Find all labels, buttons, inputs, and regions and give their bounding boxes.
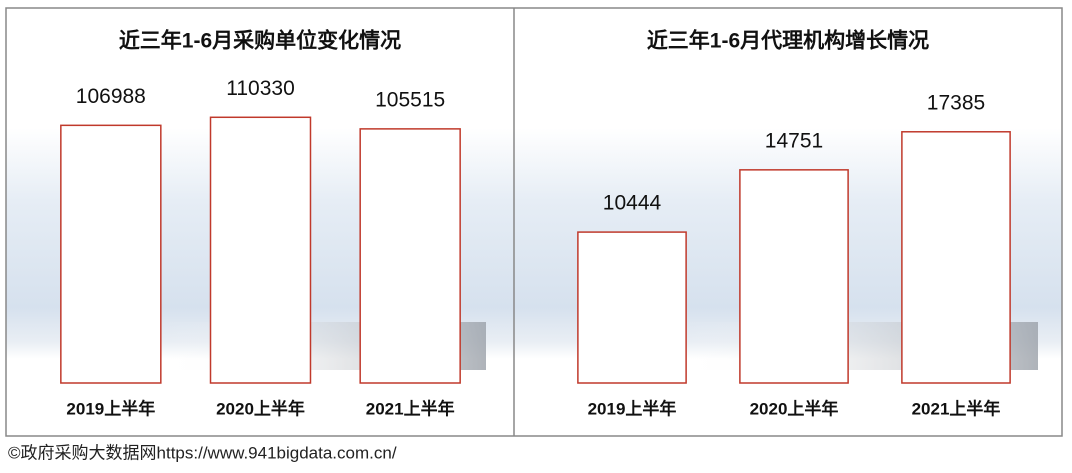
bar	[901, 131, 1011, 384]
chart-title: 近三年1-6月采购单位变化情况	[119, 29, 401, 53]
value-label: 10444	[603, 192, 662, 215]
x-tick-label: 2019上半年	[588, 398, 677, 418]
value-label: 14751	[765, 129, 823, 152]
value-label: 106988	[76, 85, 146, 108]
value-label: 110330	[226, 77, 295, 100]
bar	[739, 169, 849, 384]
x-tick-label: 2021上半年	[366, 398, 455, 418]
bar	[209, 116, 312, 384]
footer: ©政府采购大数据网https://www.941bigdata.com.cn/	[8, 443, 397, 462]
chart-title: 近三年1-6月代理机构增长情况	[647, 29, 929, 53]
value-label: 17385	[927, 91, 985, 114]
bar	[359, 128, 461, 384]
x-tick-label: 2020上半年	[216, 398, 305, 418]
bar	[60, 124, 162, 384]
x-tick-label: 2019上半年	[66, 398, 155, 418]
value-label: 105515	[375, 88, 445, 111]
x-tick-label: 2021上半年	[912, 398, 1001, 418]
bar	[577, 231, 687, 384]
x-tick-label: 2020上半年	[750, 398, 839, 418]
